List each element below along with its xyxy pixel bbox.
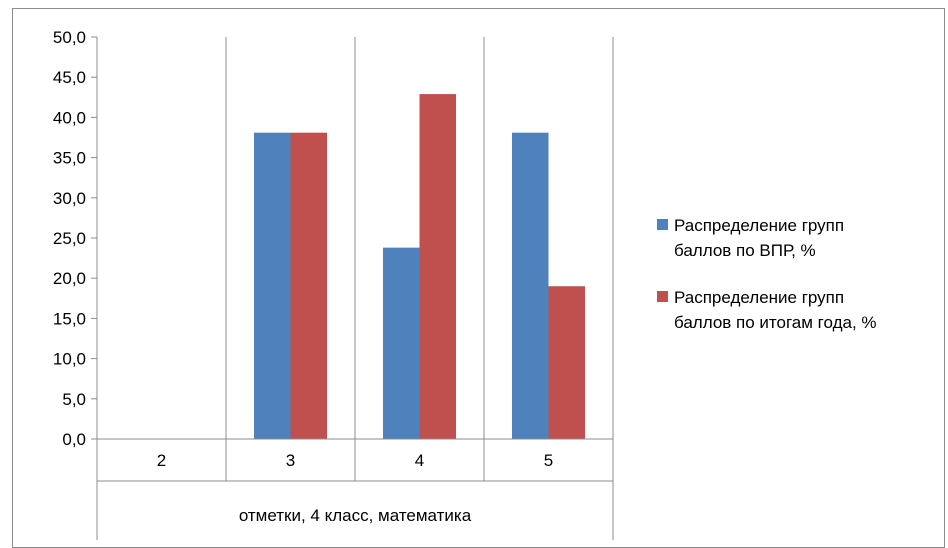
legend-label-vpr: баллов по ВПР, % xyxy=(674,241,816,260)
bar-year-4 xyxy=(419,94,456,440)
bar-vpr-5 xyxy=(512,132,549,439)
y-tick-label: 15,0 xyxy=(53,309,86,328)
x-tick-label: 3 xyxy=(286,451,295,470)
x-category-group-label: отметки, 4 класс, математика xyxy=(239,506,472,525)
y-tick-label: 40,0 xyxy=(53,108,86,127)
axes xyxy=(91,36,613,440)
x-tick-label: 2 xyxy=(157,451,166,470)
bar-year-3 xyxy=(290,132,327,439)
bar-vpr-3 xyxy=(254,132,291,439)
bars xyxy=(254,94,585,440)
chart-frame xyxy=(12,8,945,548)
legend: Распределение групп баллов по ВПР, % Распр… xyxy=(657,216,877,332)
legend-label-year: Распределение групп xyxy=(674,288,844,307)
x-tick-label: 5 xyxy=(544,451,553,470)
y-tick-labels: 0,0 5,0 10,0 15,0 20,0 25,0 30,0 35,0 40,0 45,0 50… xyxy=(53,28,86,449)
y-tick-label: 20,0 xyxy=(53,269,86,288)
legend-label-vpr: Распределение групп xyxy=(674,216,844,235)
legend-label-year: баллов по итогам года, % xyxy=(674,313,877,332)
y-tick-label: 50,0 xyxy=(53,28,86,47)
y-tick-label: 25,0 xyxy=(53,229,86,248)
y-tick-label: 10,0 xyxy=(53,350,86,369)
y-tick-label: 5,0 xyxy=(62,390,86,409)
y-tick-label: 35,0 xyxy=(53,149,86,168)
legend-swatch-vpr xyxy=(657,219,668,230)
bar-year-5 xyxy=(548,286,585,439)
bar-vpr-4 xyxy=(383,247,420,439)
x-tick-labels: 2 3 4 5 xyxy=(157,451,553,470)
x-tick-label: 4 xyxy=(415,451,424,470)
y-tick-label: 30,0 xyxy=(53,189,86,208)
legend-swatch-year xyxy=(657,291,668,302)
y-tick-label: 0,0 xyxy=(62,430,86,449)
y-tick-label: 45,0 xyxy=(53,68,86,87)
